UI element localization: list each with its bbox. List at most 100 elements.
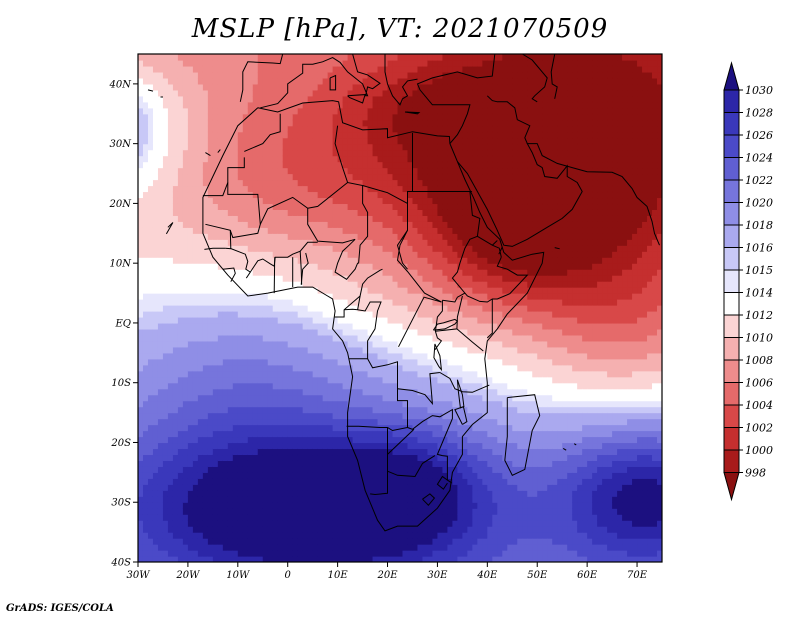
field-cell [352, 382, 359, 390]
field-cell [247, 322, 254, 330]
field-cell [197, 54, 204, 61]
field-cell [397, 448, 404, 456]
field-cell [367, 376, 374, 384]
field-cell [232, 149, 239, 157]
field-cell [327, 299, 334, 306]
field-cell [252, 59, 259, 67]
field-cell [138, 215, 144, 222]
field-cell [152, 430, 159, 438]
field-cell [392, 305, 399, 312]
field-cell [217, 215, 224, 222]
field-cell [242, 526, 249, 533]
field-cell [327, 113, 334, 121]
field-cell [138, 77, 144, 85]
field-cell [412, 364, 419, 372]
field-cell [387, 209, 394, 216]
field-cell [427, 472, 434, 479]
field-cell [222, 538, 229, 545]
field-cell [407, 221, 414, 228]
field-cell [382, 209, 389, 216]
field-cell [397, 514, 404, 521]
field-cell [327, 370, 334, 378]
field-cell [197, 215, 204, 222]
field-cell [337, 316, 344, 324]
field-cell [152, 556, 159, 562]
field-cell [397, 77, 404, 85]
field-cell [272, 215, 279, 222]
field-cell [172, 478, 179, 485]
field-cell [177, 143, 184, 151]
field-cell [342, 442, 349, 450]
field-cell [357, 544, 364, 551]
field-cell [327, 514, 334, 521]
field-cell [277, 310, 284, 318]
field-cell [222, 520, 229, 527]
field-cell [138, 155, 144, 163]
field-cell [212, 394, 219, 402]
field-cell [382, 95, 389, 103]
field-cell [212, 143, 219, 151]
field-cell [332, 131, 339, 139]
field-cell [217, 83, 224, 91]
field-cell [287, 328, 294, 336]
field-cell [332, 203, 339, 210]
field-cell [352, 448, 359, 456]
field-cell [172, 107, 179, 115]
field-cell [247, 490, 254, 497]
field-cell [297, 418, 304, 426]
field-cell [217, 275, 224, 282]
field-cell [252, 352, 259, 360]
field-cell [142, 322, 149, 330]
field-cell [367, 263, 374, 270]
field-cell [357, 131, 364, 139]
field-cell [292, 167, 299, 175]
field-cell [167, 526, 174, 533]
field-cell [282, 89, 289, 97]
field-cell [317, 340, 324, 348]
field-cell [257, 143, 264, 151]
field-cell [172, 89, 179, 97]
field-cell [412, 352, 419, 360]
field-cell [147, 406, 154, 414]
field-cell [427, 221, 434, 228]
field-cell [322, 358, 329, 366]
field-cell [272, 95, 279, 103]
field-cell [167, 496, 174, 503]
field-cell [322, 107, 329, 115]
field-cell [167, 358, 174, 366]
field-cell [402, 287, 409, 294]
field-cell [337, 424, 344, 432]
field-cell [317, 137, 324, 145]
field-cell [417, 179, 424, 187]
field-cell [192, 281, 199, 288]
field-cell [187, 454, 194, 461]
field-cell [232, 137, 239, 145]
field-cell [357, 346, 364, 354]
field-cell [287, 334, 294, 342]
field-cell [272, 460, 279, 467]
field-cell [377, 227, 384, 234]
field-cell [362, 346, 369, 354]
field-cell [187, 322, 194, 330]
field-cell [152, 167, 159, 175]
field-cell [272, 161, 279, 169]
field-cell [147, 203, 154, 210]
field-cell [332, 466, 339, 473]
field-cell [232, 376, 239, 384]
field-cell [267, 436, 274, 444]
field-cell [217, 442, 224, 450]
field-cell [237, 263, 244, 270]
field-cell [192, 460, 199, 467]
field-cell [292, 233, 299, 240]
field-cell [242, 382, 249, 390]
field-cell [292, 424, 299, 432]
field-cell [287, 161, 294, 169]
field-cell [327, 125, 334, 133]
field-cell [197, 65, 204, 73]
field-cell [337, 328, 344, 336]
field-cell [262, 376, 269, 384]
field-cell [267, 460, 274, 467]
field-cell [202, 424, 209, 432]
field-cell [302, 484, 309, 491]
field-cell [382, 191, 389, 199]
